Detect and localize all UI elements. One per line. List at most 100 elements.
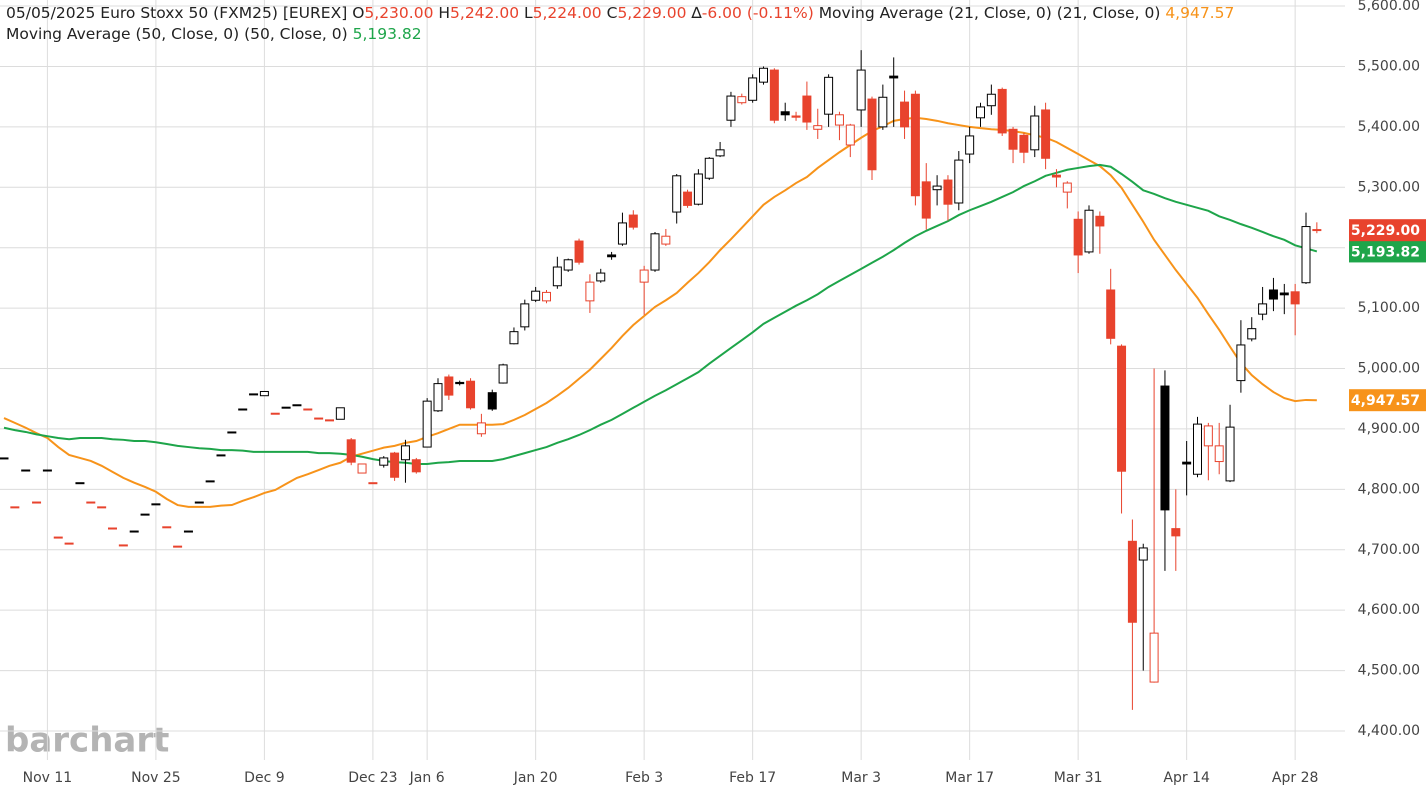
y-tick-label: 4,600.00: [1358, 602, 1420, 618]
candle-body: [769, 69, 779, 121]
candle-body: [1138, 547, 1148, 561]
candle-body: [314, 417, 324, 420]
candle-body: [379, 457, 389, 466]
change-value: -6.00 (-0.11%): [701, 4, 814, 22]
candle-body: [498, 364, 508, 384]
price-tag-label: 4,947.57: [1351, 393, 1420, 409]
y-tick-label: 4,700.00: [1358, 542, 1420, 558]
candle-body: [183, 530, 193, 533]
candle-body: [270, 412, 280, 415]
y-tick-label: 5,100.00: [1358, 300, 1420, 316]
x-tick-label: Nov 25: [131, 770, 181, 786]
candle-body: [1149, 632, 1159, 683]
candle-body: [976, 106, 985, 119]
candle-body: [346, 439, 356, 463]
candle-body: [780, 111, 790, 116]
x-tick-label: Jan 6: [409, 770, 445, 786]
y-tick-label: 5,500.00: [1358, 58, 1420, 74]
candle-body: [910, 93, 920, 197]
candle-body: [129, 530, 139, 533]
candle-body: [542, 291, 551, 302]
y-tick-label: 5,600.00: [1358, 0, 1420, 14]
candle-body: [433, 383, 443, 412]
candle-body: [845, 124, 855, 146]
open-label: O: [352, 4, 365, 22]
candle-body: [64, 542, 74, 545]
moving-average-line: [3, 163, 1318, 465]
high-value: 5,242.00: [450, 4, 520, 22]
candle-body: [259, 390, 269, 397]
candle-body: [1041, 109, 1051, 159]
y-tick-label: 5,400.00: [1358, 119, 1420, 135]
candle-body: [357, 463, 367, 474]
x-tick-label: Feb 17: [729, 770, 776, 786]
candle-body: [704, 157, 714, 179]
ma-value: 5,193.82: [352, 25, 422, 43]
candle-body: [400, 445, 410, 461]
ma-params: (50, Close, 0): [244, 25, 348, 43]
ma-name: Moving Average (21, Close, 0): [818, 4, 1052, 22]
candle-body: [1268, 289, 1278, 300]
candle-body: [455, 381, 465, 385]
x-tick-label: Apr 28: [1272, 770, 1318, 786]
candle-body: [411, 459, 421, 473]
x-tick-label: Mar 3: [841, 770, 881, 786]
candle-body: [1203, 425, 1213, 447]
candle-body: [607, 254, 617, 258]
candle-body: [943, 179, 953, 205]
candle-body: [325, 419, 334, 422]
candle-body: [238, 408, 248, 411]
candle-body: [1182, 461, 1192, 465]
close-label: C: [606, 4, 618, 22]
plot: [0, 50, 1322, 710]
candle-body: [509, 331, 519, 345]
candle-body: [1301, 226, 1311, 284]
candle-body: [21, 469, 31, 472]
candle-body: [585, 281, 595, 302]
candle-body: [878, 96, 888, 128]
candle-body: [10, 506, 20, 509]
candle-body: [715, 149, 725, 157]
candle-body: [1084, 209, 1094, 253]
header-symbol: Euro Stoxx 50 (FXM25) [EUREX]: [100, 4, 348, 22]
y-tick-label: 4,400.00: [1358, 723, 1420, 739]
candle-body: [672, 175, 682, 213]
price-tag-label: 5,193.82: [1351, 244, 1420, 260]
candle-body: [466, 380, 476, 409]
candle-body: [249, 393, 259, 396]
candle-body: [867, 98, 877, 171]
candle-body: [86, 501, 96, 504]
price-tag: [1349, 240, 1426, 263]
candle-body: [1171, 528, 1181, 537]
chart-header: 05/05/2025 Euro Stoxx 50 (FXM25) [EUREX]…: [6, 3, 1234, 45]
header-row: 05/05/2025 Euro Stoxx 50 (FXM25) [EUREX]…: [6, 3, 1234, 24]
candle-body: [1062, 182, 1072, 193]
x-tick-label: Nov 11: [23, 770, 73, 786]
candle-body: [737, 96, 747, 104]
candle-body: [683, 191, 693, 206]
candle-body: [552, 266, 562, 287]
candle-body: [335, 407, 345, 420]
candle-body: [759, 67, 768, 83]
candle-body: [1106, 289, 1116, 339]
candle-body: [921, 181, 931, 219]
candle-body: [1051, 174, 1061, 178]
y-tick-label: 5,300.00: [1358, 179, 1420, 195]
ma-name: Moving Average (50, Close, 0): [6, 25, 240, 43]
candle-body: [292, 404, 302, 407]
candle-body: [173, 545, 183, 548]
candle-body: [834, 114, 844, 126]
candle-body: [118, 544, 128, 547]
candle-body: [1008, 128, 1018, 150]
ma-params: (21, Close, 0): [1056, 4, 1161, 22]
candle-body: [42, 469, 52, 472]
candle-body: [162, 526, 172, 529]
low-value: 5,224.00: [532, 4, 602, 22]
x-tick-label: Feb 3: [625, 770, 663, 786]
y-tick-label: 4,900.00: [1358, 421, 1420, 437]
candle-body: [661, 235, 671, 245]
candle-body: [476, 422, 486, 435]
candle-body: [628, 214, 638, 228]
